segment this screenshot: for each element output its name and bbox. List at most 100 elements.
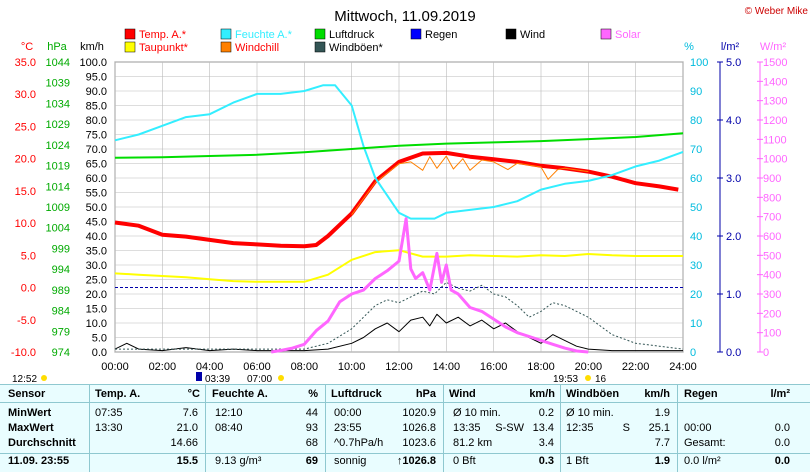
header-gusts: Windböen: [566, 388, 620, 400]
solar-tick-label: 600: [763, 231, 781, 243]
solar-tick-label: 1500: [763, 57, 787, 69]
sun-dusk: 16: [595, 374, 607, 384]
gust-value: 1.9: [654, 455, 670, 467]
wind-tick-label: 75.0: [86, 130, 107, 142]
solar-tick-label: 700: [763, 212, 781, 224]
solar-tick-label: 1400: [763, 76, 787, 88]
wind-tick-label: 90.0: [86, 86, 107, 98]
pressure-time: ^0.7hPa/h: [334, 437, 384, 449]
temp-tick-label: 30.0: [15, 89, 36, 101]
legend-swatch: [220, 28, 232, 40]
wind-tick-label: 55.0: [86, 188, 107, 200]
series-line: [270, 217, 589, 354]
series-line: [114, 249, 683, 283]
header-wind: Wind: [449, 388, 476, 400]
x-tick-label: 00:00: [101, 361, 129, 373]
col-divider: [325, 385, 326, 472]
pressure-tick-label: 1039: [46, 78, 70, 90]
rain-axis-unit: l/m²: [721, 41, 740, 53]
stats-table: Sensor Temp. A. °C Feuchte A. % Luftdruc…: [0, 384, 810, 472]
wind-tick-label: 5.0: [92, 333, 107, 345]
legend-label: Windböen*: [329, 42, 384, 54]
legend-label: Temp. A.*: [139, 29, 187, 41]
pressure-tick-label: 1009: [46, 202, 70, 214]
wind-value: 0.3: [538, 455, 554, 467]
temp-tick-label: 0.0: [21, 283, 36, 295]
x-tick-label: 22:00: [622, 361, 650, 373]
col-divider: [89, 385, 90, 472]
temp-value: 21.0: [176, 422, 198, 434]
solar-tick-label: 0: [763, 347, 769, 359]
col-divider: [677, 385, 678, 472]
header-humidity-unit: %: [308, 388, 318, 400]
gust-direction: S: [622, 422, 630, 434]
header-gusts-unit: km/h: [644, 388, 670, 400]
legend-label: Wind: [520, 29, 545, 41]
pressure-tick-label: 979: [52, 326, 70, 338]
gust-time: 1 Bft: [566, 455, 589, 467]
legend-label: Regen: [425, 29, 457, 41]
solar-tick-label: 1200: [763, 115, 787, 127]
wind-tick-label: 50.0: [86, 202, 107, 214]
humidity-value: 44: [305, 407, 318, 419]
series-line: [114, 132, 684, 159]
solar-tick-label: 300: [763, 289, 781, 301]
rain-tick-label: 5.0: [726, 57, 741, 69]
x-tick-label: 20:00: [575, 361, 603, 373]
pressure-tick-label: 1029: [46, 119, 70, 131]
header-wind-unit: km/h: [529, 388, 555, 400]
solar-tick-label: 1000: [763, 154, 787, 166]
row-label: MinWert: [8, 407, 52, 419]
gust-value: 25.1: [648, 422, 670, 434]
pressure-value: 1020.9: [402, 407, 436, 419]
wind-direction: S-SW: [495, 422, 524, 434]
header-temp: Temp. A.: [95, 388, 141, 400]
rain-tick-label: 4.0: [726, 115, 741, 127]
copyright: © Weber Mike: [745, 6, 809, 17]
rain-tick-label: 3.0: [726, 173, 741, 185]
pressure-tick-label: 1004: [46, 223, 70, 235]
x-tick-label: 18:00: [527, 361, 555, 373]
moon-icon: [196, 372, 202, 381]
x-tick-label: 06:00: [243, 361, 271, 373]
humidity-tick-label: 60: [690, 173, 702, 185]
header-temp-unit: °C: [187, 388, 200, 400]
gust-time: 12:35: [566, 422, 594, 434]
wind-tick-label: 80.0: [86, 115, 107, 127]
x-tick-label: 24:00: [669, 361, 697, 373]
solar-tick-label: 800: [763, 192, 781, 204]
wind-tick-label: 45.0: [86, 217, 107, 229]
series-line: [114, 84, 684, 220]
humidity-time: 12:10: [215, 407, 243, 419]
pressure-value: 1023.6: [402, 437, 436, 449]
temp-time: 13:30: [95, 422, 123, 434]
pressure-tick-label: 984: [52, 306, 70, 318]
temp-time: 07:35: [95, 407, 123, 419]
humidity-time: 08:40: [215, 422, 243, 434]
x-tick-label: 04:00: [196, 361, 224, 373]
wind-tick-label: 15.0: [86, 304, 107, 316]
gust-value: 7.7: [654, 437, 670, 449]
pressure-value: 1026.8: [402, 422, 436, 434]
pressure-tick-label: 1024: [46, 140, 70, 152]
weather-chart: Mittwoch, 11.09.2019 © Weber Mike Temp. A.…: [11, 6, 809, 384]
pressure-tick-label: 974: [52, 347, 70, 359]
sun-dawn: 03:39: [205, 374, 230, 384]
humidity-tick-label: 40: [690, 231, 702, 243]
wind-tick-label: 70.0: [86, 144, 107, 156]
temp-tick-label: 15.0: [15, 186, 36, 198]
x-tick-label: 12:00: [385, 361, 413, 373]
pressure-axis-unit: hPa: [47, 41, 67, 53]
pressure-tick-label: 1019: [46, 161, 70, 173]
pressure-tick-label: 1044: [46, 57, 70, 69]
legend-label: Windchill: [235, 42, 279, 54]
rain-value: 0.0: [774, 455, 790, 467]
header-humidity: Feuchte A.: [212, 388, 268, 400]
pressure-tick-label: 999: [52, 243, 70, 255]
wind-time: 0 Bft: [453, 455, 476, 467]
pressure-tick-label: 989: [52, 285, 70, 297]
temp-value: 15.5: [176, 455, 198, 467]
x-tick-label: 14:00: [433, 361, 461, 373]
legend-label: Solar: [615, 29, 641, 41]
series-line: [351, 155, 589, 215]
